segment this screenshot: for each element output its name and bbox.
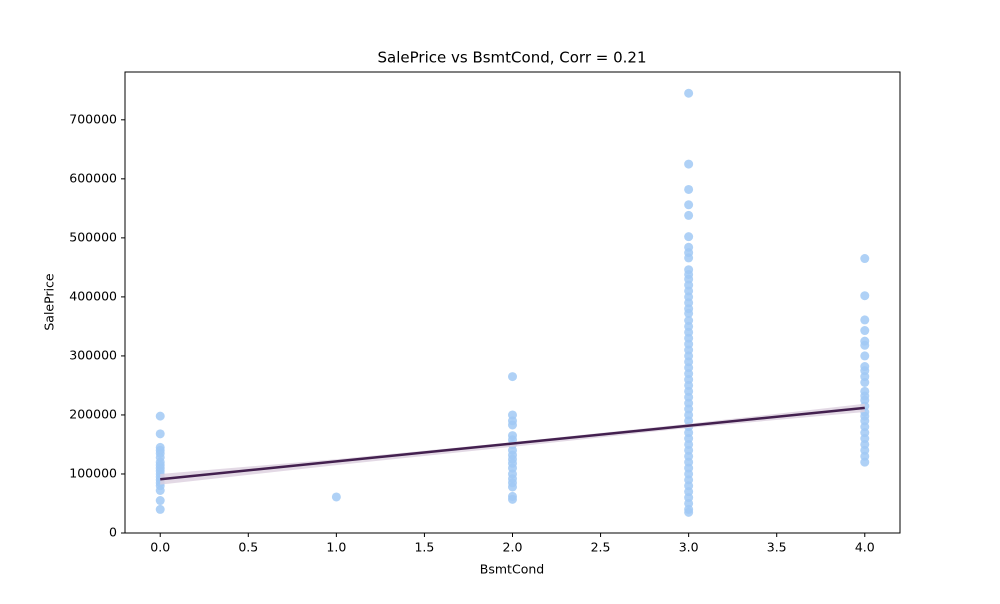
point	[155, 504, 165, 514]
point	[155, 411, 165, 421]
point	[860, 326, 870, 336]
point	[860, 457, 870, 467]
point	[155, 486, 165, 496]
y-tick-label: 700000	[69, 111, 117, 126]
y-tick-label: 100000	[69, 465, 117, 480]
y-tick-label: 0	[109, 525, 117, 540]
chart-title: SalePrice vs BsmtCond, Corr = 0.21	[378, 49, 647, 67]
point	[684, 232, 694, 242]
x-tick-label: 2.5	[591, 540, 611, 555]
x-tick-label: 1.0	[326, 540, 346, 555]
point	[684, 159, 694, 169]
plot-area	[155, 88, 870, 517]
point	[860, 291, 870, 301]
point	[155, 429, 165, 439]
point	[684, 184, 694, 194]
point	[508, 494, 517, 504]
point	[155, 496, 165, 506]
x-tick-label: 0.5	[238, 540, 258, 555]
point	[684, 308, 694, 318]
x-tick-label: 3.0	[679, 540, 699, 555]
regression-line	[160, 406, 865, 481]
point	[684, 507, 694, 517]
y-tick-label: 200000	[69, 406, 117, 421]
point	[508, 482, 517, 492]
x-tick-label: 4.0	[855, 540, 875, 555]
point	[684, 253, 694, 263]
point	[860, 351, 870, 361]
point	[508, 420, 517, 430]
point	[860, 315, 870, 325]
point	[684, 88, 694, 98]
x-tick-label: 1.5	[414, 540, 434, 555]
point	[860, 254, 870, 264]
y-axis-label: SalePrice	[42, 273, 57, 331]
y-tick-label: 300000	[69, 347, 117, 362]
point	[860, 377, 870, 387]
point	[331, 492, 341, 502]
point	[684, 210, 694, 220]
x-tick-label: 3.5	[767, 540, 787, 555]
point	[684, 200, 694, 210]
x-tick-label: 2.0	[503, 540, 523, 555]
x-tick-label: 0.0	[150, 540, 170, 555]
y-tick-label: 400000	[69, 288, 117, 303]
y-tick-label: 500000	[69, 229, 117, 244]
point	[508, 372, 517, 382]
point	[860, 340, 870, 350]
x-axis-label: BsmtCond	[480, 562, 544, 577]
y-tick-label: 600000	[69, 170, 117, 185]
